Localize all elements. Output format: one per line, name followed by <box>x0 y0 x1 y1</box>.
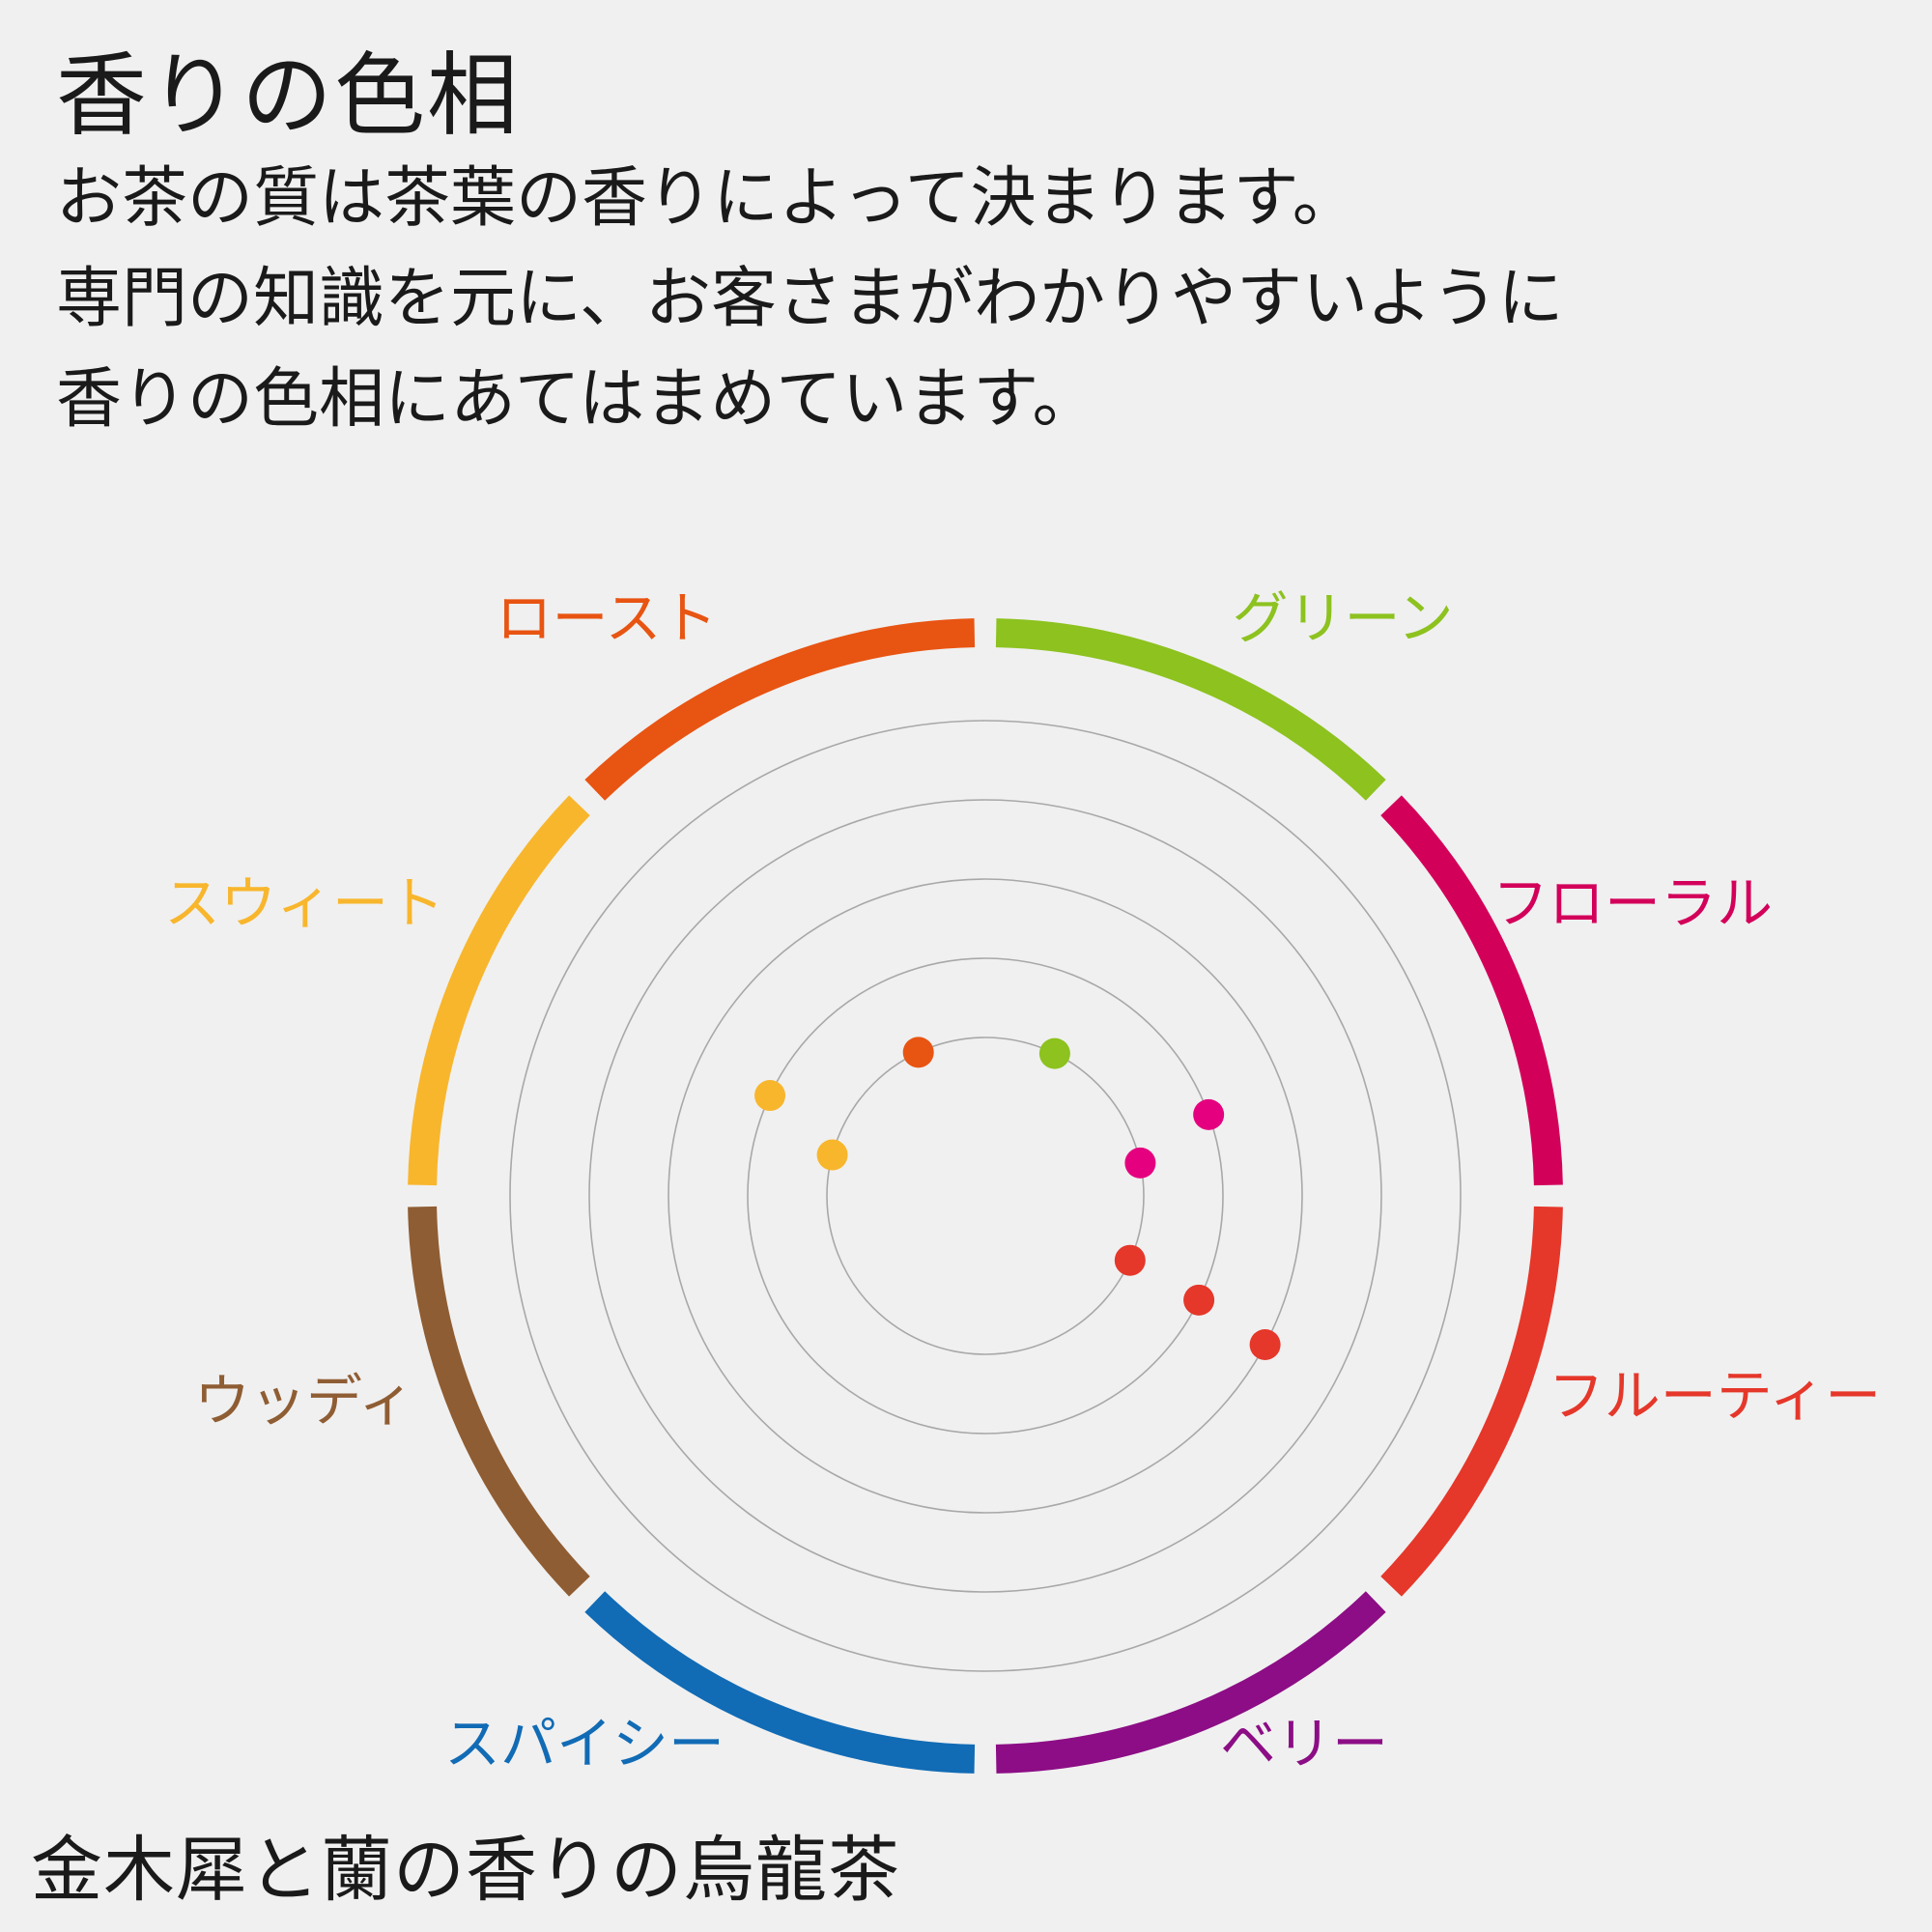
grid-rings <box>509 720 1462 1672</box>
data-point-2 <box>1038 1037 1070 1069</box>
category-label-5: スパイシー <box>444 1711 724 1776</box>
data-point-7 <box>1249 1328 1281 1360</box>
category-label-1: グリーン <box>1232 585 1453 651</box>
arc-4 <box>995 1591 1386 1774</box>
data-point-5 <box>1114 1244 1146 1276</box>
arc-7 <box>408 795 590 1186</box>
arc-3 <box>1380 1206 1563 1597</box>
grid-ring-4 <box>588 799 1382 1593</box>
arc-6 <box>408 1206 590 1597</box>
description-line-1: お茶の質は茶葉の香りによって決まります。 <box>56 160 1358 237</box>
page-title: 香りの色相 <box>56 43 521 149</box>
arc-1 <box>995 618 1386 801</box>
data-point-1 <box>902 1037 934 1068</box>
category-label-4: ベリー <box>1220 1711 1388 1776</box>
data-point-6 <box>1183 1284 1215 1316</box>
category-arcs <box>408 618 1563 1774</box>
tea-caption: 金木犀と蘭の香りの烏龍茶 <box>31 1829 900 1912</box>
category-label-3: フルーティー <box>1548 1363 1882 1429</box>
data-point-9 <box>754 1080 786 1112</box>
data-point-3 <box>1193 1098 1225 1130</box>
description-line-3: 香りの色相にあてはまめています。 <box>56 361 1098 438</box>
arc-8 <box>584 618 976 801</box>
arc-5 <box>584 1591 976 1774</box>
category-label-7: スウィート <box>164 870 444 936</box>
grid-ring-5 <box>509 720 1462 1672</box>
arc-2 <box>1380 795 1563 1186</box>
category-label-8: ロースト <box>496 585 717 651</box>
header: 香りの色相 お茶の質は茶葉の香りによって決まります。 専門の知識を元に、お客さま… <box>56 39 1891 450</box>
data-point-4 <box>1124 1147 1156 1179</box>
grid-ring-3 <box>668 878 1303 1514</box>
category-label-6: ウッディ <box>194 1368 414 1434</box>
description-line-2: 専門の知識を元に、お客さまがわかりやすいように <box>56 261 1564 337</box>
category-label-2: フローラル <box>1492 870 1773 936</box>
data-point-8 <box>816 1139 848 1171</box>
grid-ring-2 <box>747 957 1224 1435</box>
grid-ring-1 <box>826 1037 1145 1355</box>
data-points <box>754 1037 1281 1360</box>
